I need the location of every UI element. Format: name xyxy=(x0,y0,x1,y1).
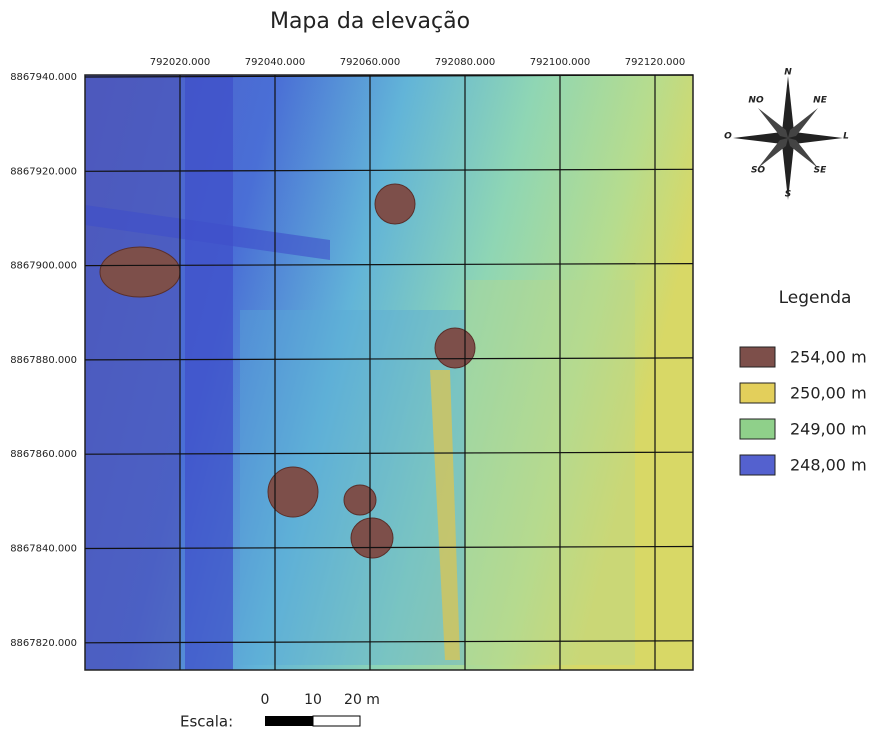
scale-ticks: 0 10 20 m xyxy=(261,692,380,708)
legend-label: 250,00 m xyxy=(790,384,867,403)
y-coord-label: 8867840.000 xyxy=(10,544,77,555)
legend-label: 248,00 m xyxy=(790,456,867,475)
legend-label: 249,00 m xyxy=(790,420,867,439)
legend: 254,00 m 250,00 m 249,00 m 248,00 m xyxy=(740,347,867,475)
compass-label: SO xyxy=(751,166,765,176)
peak xyxy=(375,184,415,224)
low-area xyxy=(85,75,180,670)
map-title: Mapa da elevação xyxy=(270,9,470,34)
y-coord-label: 8867920.000 xyxy=(10,166,77,177)
y-coord-label: 8867940.000 xyxy=(10,72,77,83)
peak xyxy=(435,328,475,368)
y-coord-label: 8867880.000 xyxy=(10,355,77,366)
x-coord-label: 792100.000 xyxy=(530,57,590,68)
peak xyxy=(344,485,376,515)
legend-swatch xyxy=(740,383,775,403)
y-coord-label: 8867900.000 xyxy=(10,261,77,272)
legend-swatch xyxy=(740,455,775,475)
map-page: Mapa da elevação 792020.000 792040.000 792… xyxy=(0,0,880,733)
x-coord-label: 792020.000 xyxy=(150,57,210,68)
x-coord-label: 792120.000 xyxy=(625,57,685,68)
field xyxy=(465,280,635,665)
legend-label: 254,00 m xyxy=(790,348,867,367)
scale-tick-label: 0 xyxy=(261,692,270,708)
peak xyxy=(100,247,180,297)
compass-label: S xyxy=(785,190,791,200)
scale-label: Escala: xyxy=(180,713,233,731)
compass-label: SE xyxy=(814,166,827,176)
peak xyxy=(351,518,393,558)
legend-title: Legenda xyxy=(779,288,852,308)
compass-rose: N NE L SE S SO O NO xyxy=(724,68,849,201)
legend-swatch xyxy=(740,419,775,439)
legend-swatch xyxy=(740,347,775,367)
channel xyxy=(185,75,233,670)
compass-label: O xyxy=(724,132,732,142)
x-coord-label: 792080.000 xyxy=(435,57,495,68)
scale-bar xyxy=(313,716,360,726)
x-coord-label: 792060.000 xyxy=(340,57,400,68)
compass-label: N xyxy=(784,68,792,78)
map-image xyxy=(85,75,693,670)
y-coord-label: 8867860.000 xyxy=(10,449,77,460)
scale-tick-label: 20 m xyxy=(344,692,380,708)
x-coord-label: 792040.000 xyxy=(245,57,305,68)
y-coord-label: 8867820.000 xyxy=(10,638,77,649)
compass-label: L xyxy=(843,132,849,142)
compass-label: NE xyxy=(813,96,828,106)
scale-tick-label: 10 xyxy=(304,692,322,708)
compass-label: NO xyxy=(748,96,764,106)
scale-bar xyxy=(265,716,313,726)
